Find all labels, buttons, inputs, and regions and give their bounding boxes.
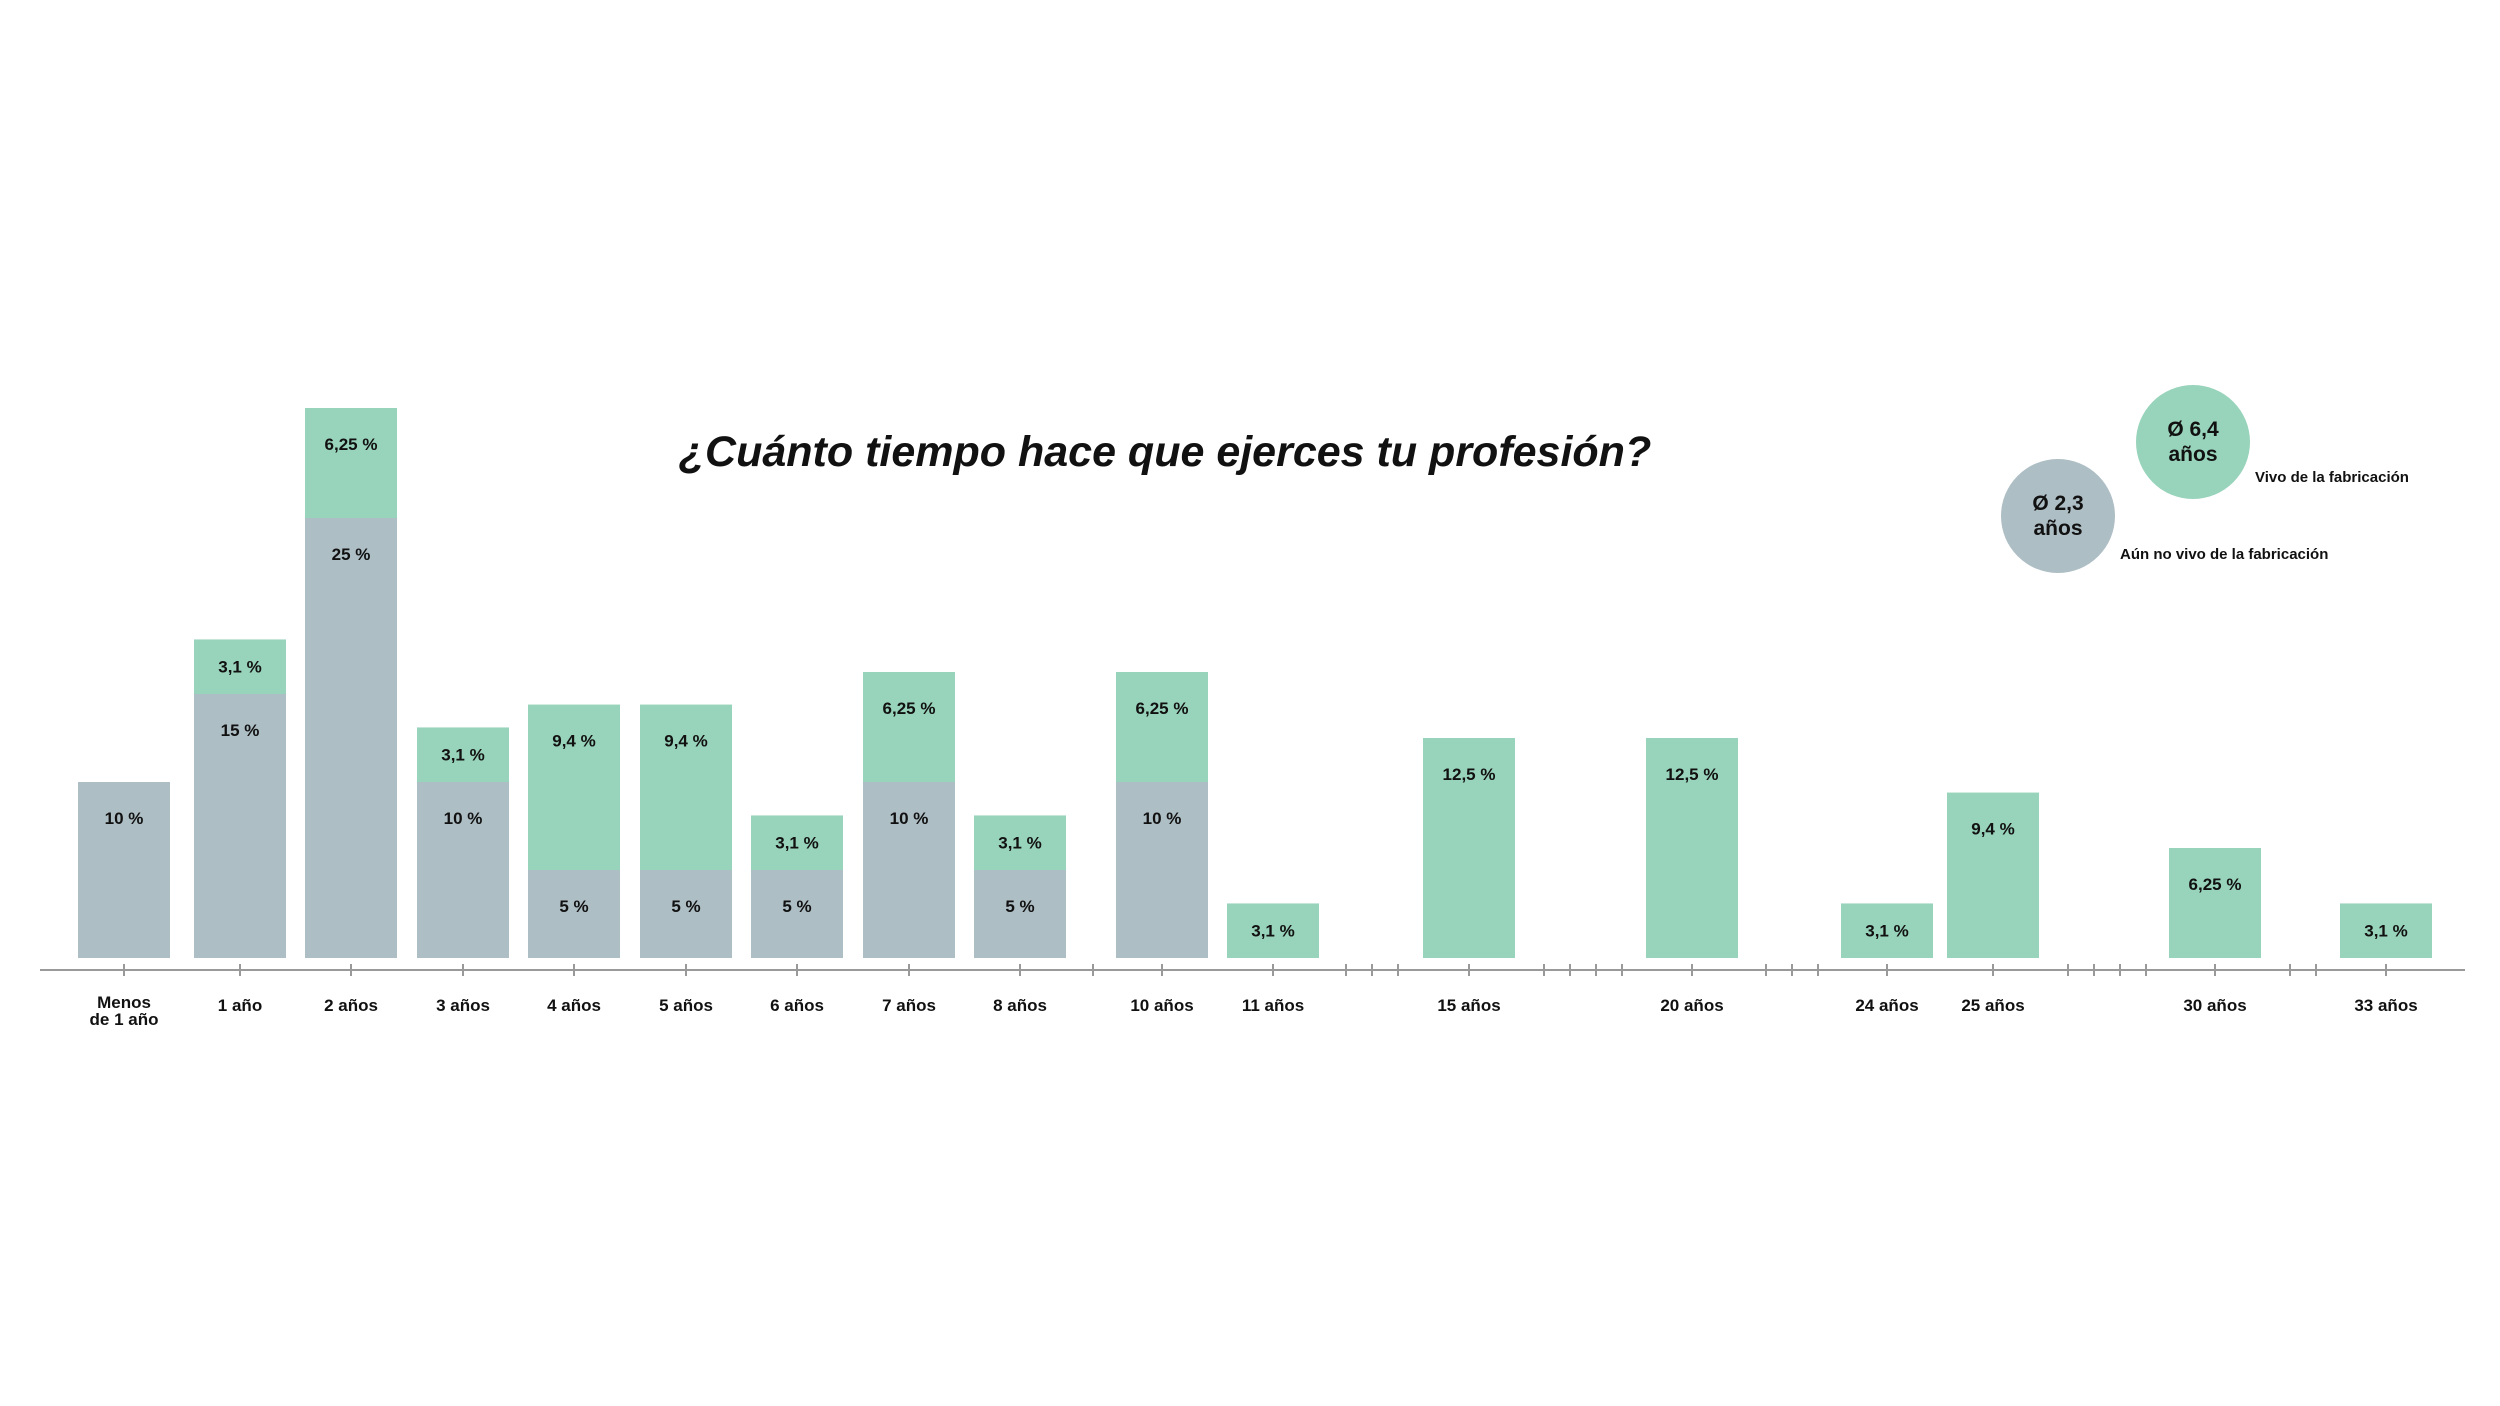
bar-y11-series-1 (1227, 903, 1319, 958)
bar-y24-series-1 (1841, 903, 1933, 958)
legend-label-vivo: Vivo de la fabricación (2255, 469, 2409, 486)
bar-label-y3-series-1: 3,1 % (441, 746, 484, 765)
bar-label-y7-series-0: 10 % (890, 809, 929, 828)
bar-y5-series-1 (640, 704, 732, 870)
bar-label-y6-series-1: 3,1 % (775, 834, 818, 853)
bar-y20-series-1 (1646, 738, 1738, 958)
bar-label-y6-series-0: 5 % (782, 897, 811, 916)
bar-label-y33-series-1: 3,1 % (2364, 922, 2407, 941)
bar-label-y24-series-1: 3,1 % (1865, 922, 1908, 941)
bar-y5-series-0 (640, 870, 732, 958)
tick-label-y33: 33 años (2354, 996, 2417, 1015)
legend-bubble-aun-no: Ø 2,3 años (2001, 459, 2115, 573)
tick-label-y24: 24 años (1855, 996, 1918, 1015)
bar-y4-series-0 (528, 870, 620, 958)
tick-label-y1: 1 año (218, 996, 262, 1015)
bar-y3-series-0 (417, 782, 509, 958)
bar-y1-series-0 (194, 694, 286, 958)
bar-y1-series-1 (194, 639, 286, 694)
bar-y30-series-1 (2169, 848, 2261, 958)
bars-group (78, 408, 2432, 958)
bar-y3-series-1 (417, 727, 509, 782)
bar-labels-group: 10 % 15 % 3,1 % 25 % 6,25 % 10 % 3,1 % 5 % 9,4 %… (105, 435, 2408, 941)
tick-labels-group: Menos de 1 año 1 año 2 años 3 años 4 años 5 añ… (90, 993, 2418, 1029)
tick-label-y5: 5 años (659, 996, 713, 1015)
bar-y2-series-0 (305, 518, 397, 958)
tick-label-y4: 4 años (547, 996, 601, 1015)
bar-y7-series-0 (863, 782, 955, 958)
bar-lt1-series-0 (78, 782, 170, 958)
tick-label-y20: 20 años (1660, 996, 1723, 1015)
tick-label-y8: 8 años (993, 996, 1047, 1015)
legend-label-aun-no: Aún no vivo de la fabricación (2120, 546, 2329, 563)
tick-label-lt1: Menos de 1 año (90, 993, 159, 1029)
tick-label-y11: 11 años (1242, 996, 1304, 1015)
bar-label-y5-series-1: 9,4 % (664, 732, 707, 751)
tick-label-y15: 15 años (1437, 996, 1500, 1015)
bar-y10-series-1 (1116, 672, 1208, 782)
bar-label-y2-series-0: 25 % (332, 545, 371, 564)
bar-y8-series-0 (974, 870, 1066, 958)
bar-label-lt1-series-0: 10 % (105, 809, 144, 828)
tick-label-y2: 2 años (324, 996, 378, 1015)
legend-bubble-vivo: Ø 6,4 años (2136, 385, 2250, 499)
bar-y8-series-1 (974, 815, 1066, 870)
bar-y2-series-1 (305, 408, 397, 518)
bar-label-y1-series-1: 3,1 % (218, 658, 261, 677)
bar-y10-series-0 (1116, 782, 1208, 958)
tick-label-y3: 3 años (436, 996, 490, 1015)
bar-label-y4-series-1: 9,4 % (552, 732, 595, 751)
tick-label-y30: 30 años (2183, 996, 2246, 1015)
bar-label-y11-series-1: 3,1 % (1251, 922, 1294, 941)
ticks-group (123, 964, 2387, 976)
bar-label-y3-series-0: 10 % (444, 809, 483, 828)
tick-label-y6: 6 años (770, 996, 824, 1015)
bar-y33-series-1 (2340, 903, 2432, 958)
bar-y4-series-1 (528, 704, 620, 870)
bar-label-y10-series-1: 6,25 % (1136, 699, 1189, 718)
bar-label-y25-series-1: 9,4 % (1971, 820, 2014, 839)
bar-label-y5-series-0: 5 % (671, 897, 700, 916)
bar-y7-series-1 (863, 672, 955, 782)
tick-label-y7: 7 años (882, 996, 936, 1015)
bar-label-y30-series-1: 6,25 % (2189, 875, 2242, 894)
bar-label-y8-series-1: 3,1 % (998, 834, 1041, 853)
legend-vivo-average: Ø 6,4 (2167, 418, 2219, 441)
legend-vivo-unit: años (2168, 443, 2218, 466)
bar-label-y20-series-1: 12,5 % (1666, 765, 1719, 784)
bar-label-y15-series-1: 12,5 % (1443, 765, 1496, 784)
tick-label-y25: 25 años (1961, 996, 2024, 1015)
bar-y6-series-0 (751, 870, 843, 958)
tick-label-y10: 10 años (1130, 996, 1193, 1015)
bar-label-y10-series-0: 10 % (1143, 809, 1182, 828)
bar-y6-series-1 (751, 815, 843, 870)
legend-aun-no-unit: años (2033, 517, 2083, 540)
bar-y15-series-1 (1423, 738, 1515, 958)
bar-label-y8-series-0: 5 % (1005, 897, 1034, 916)
bar-label-y2-series-1: 6,25 % (325, 435, 378, 454)
bar-y25-series-1 (1947, 792, 2039, 958)
bar-label-y4-series-0: 5 % (559, 897, 588, 916)
legend-aun-no-average: Ø 2,3 (2032, 492, 2084, 515)
bar-label-y7-series-1: 6,25 % (883, 699, 936, 718)
bar-label-y1-series-0: 15 % (221, 721, 260, 740)
chart-title: ¿Cuánto tiempo hace que ejerces tu profe… (678, 428, 1652, 476)
